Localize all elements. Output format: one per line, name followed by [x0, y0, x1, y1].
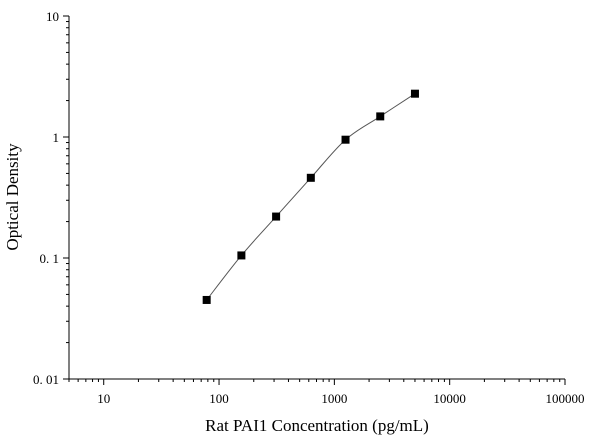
x-axis-title: Rat PAI1 Concentration (pg/mL) [205, 416, 429, 435]
data-point [272, 212, 281, 221]
x-tick-label: 100000 [546, 391, 585, 406]
y-tick-label: 0. 01 [33, 372, 59, 387]
data-point [306, 173, 315, 182]
data-point [237, 251, 246, 260]
data-point [410, 89, 419, 98]
data-point [376, 112, 385, 121]
x-tick-label: 100 [209, 391, 229, 406]
series-layer [202, 89, 419, 304]
data-point [341, 135, 350, 144]
x-tick-label: 10 [97, 391, 110, 406]
plot-frame [68, 16, 565, 380]
series-line [206, 93, 416, 301]
x-tick-label: 10000 [433, 391, 466, 406]
y-tick-label: 10 [46, 9, 59, 24]
y-tick-label: 0. 1 [40, 251, 60, 266]
x-tick-label: 1000 [321, 391, 347, 406]
axis-ticks [63, 15, 566, 385]
tick-labels: 10 100 1000 10000 100000 0. 01 0. 1 1 10 [33, 9, 585, 406]
data-point [202, 295, 211, 304]
y-axis-title: Optical Density [3, 143, 22, 251]
y-tick-label: 1 [53, 130, 60, 145]
